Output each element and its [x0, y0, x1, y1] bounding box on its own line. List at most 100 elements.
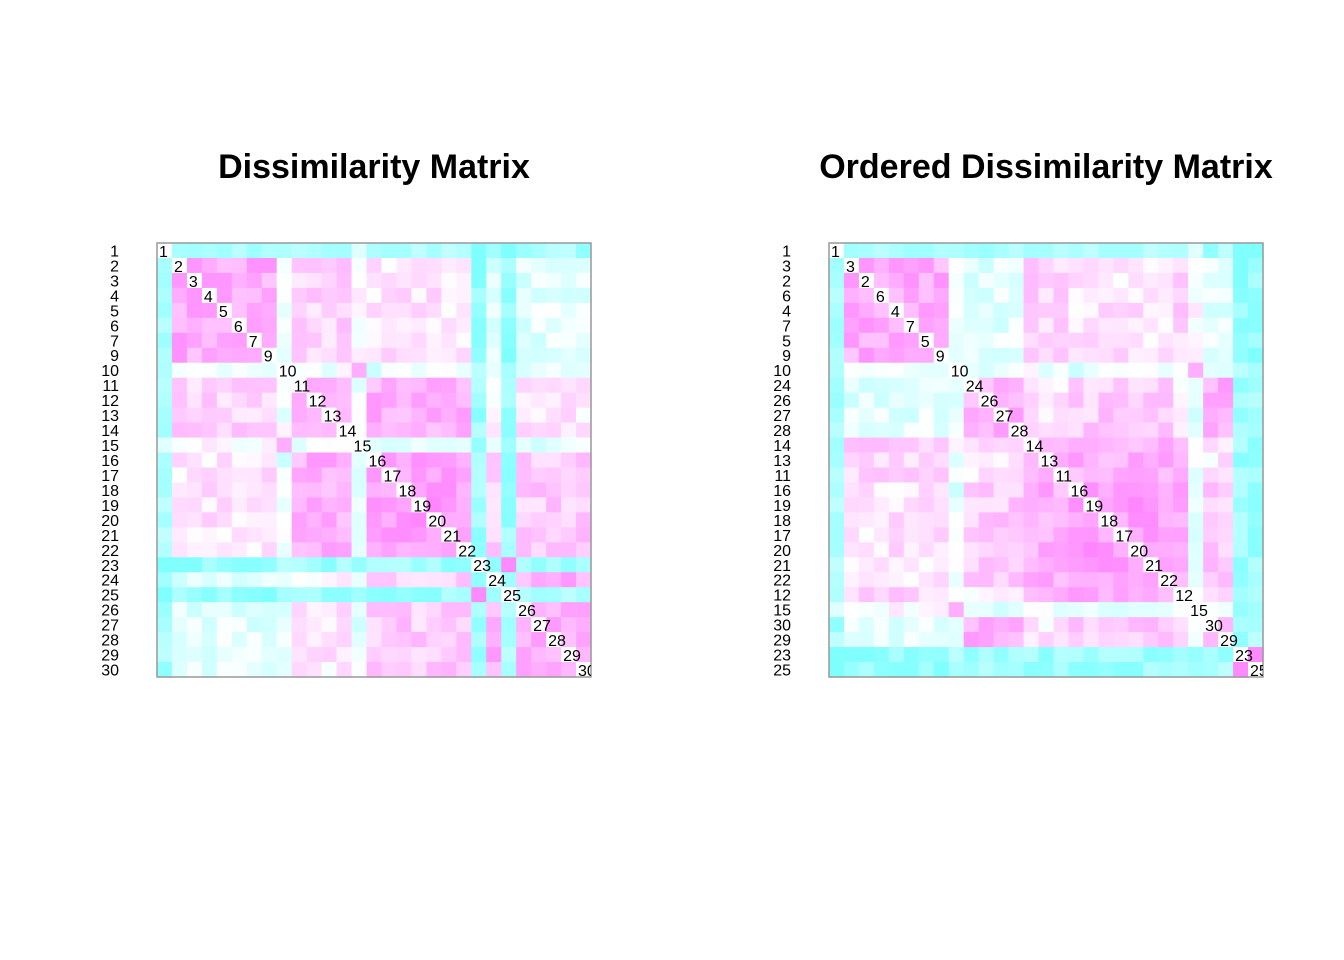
- heatmap-cell: [1128, 602, 1144, 618]
- heatmap-cell: [1068, 527, 1085, 543]
- heatmap-cell: [426, 437, 442, 454]
- heatmap-cell: [561, 257, 577, 274]
- row-label: 24: [101, 573, 119, 590]
- heatmap-cell: [1173, 347, 1189, 364]
- heatmap-cell: [1128, 302, 1144, 319]
- heatmap-cell: [486, 542, 502, 558]
- row-label: 7: [782, 318, 791, 335]
- heatmap-cell: [858, 497, 875, 513]
- heatmap-cell: [903, 542, 920, 558]
- heatmap-cell: [231, 512, 248, 528]
- heatmap-cell: [366, 317, 383, 334]
- heatmap-cell: [201, 647, 218, 663]
- heatmap-cell: [858, 272, 875, 289]
- heatmap-cell: [1188, 557, 1204, 573]
- heatmap-cell: [291, 452, 308, 469]
- heatmap-cell: [411, 332, 427, 349]
- heatmap-cell: [829, 467, 845, 484]
- heatmap-cell: [1113, 512, 1129, 528]
- row-label: 12: [101, 393, 119, 410]
- heatmap-cell: [531, 617, 547, 633]
- heatmap-cell: [276, 467, 293, 484]
- heatmap-cell: [201, 392, 218, 409]
- heatmap-cell: [306, 272, 323, 289]
- heatmap-cell: [531, 362, 547, 379]
- heatmap-cell: [516, 272, 532, 289]
- heatmap-cell: [276, 587, 293, 603]
- heatmap-cell: [1113, 437, 1129, 454]
- heatmap-cell: [1083, 332, 1099, 349]
- heatmap-cell: [396, 392, 413, 409]
- heatmap-cell: [291, 392, 308, 409]
- heatmap-cell: [366, 497, 383, 513]
- heatmap-cell: [1128, 377, 1144, 394]
- heatmap-cell: [1038, 422, 1055, 439]
- heatmap-cell: [873, 557, 890, 573]
- heatmap-cell: [276, 512, 293, 528]
- heatmap-cell: [1173, 542, 1189, 558]
- heatmap-cell: [306, 392, 323, 409]
- heatmap-cell: [858, 647, 875, 663]
- heatmap-cell: [456, 587, 472, 603]
- heatmap-cell: [1083, 392, 1099, 409]
- heatmap-cell: [561, 482, 577, 499]
- heatmap-cell: [336, 632, 353, 648]
- heatmap-cell: [1128, 632, 1144, 648]
- heatmap-cell: [396, 632, 413, 648]
- heatmap-cell: [873, 407, 890, 424]
- heatmap-cell: [291, 587, 308, 603]
- heatmap-cell: [381, 362, 398, 379]
- heatmap-cell: [411, 452, 427, 469]
- heatmap-cell: [546, 467, 562, 484]
- heatmap-cell: [1008, 332, 1025, 349]
- heatmap-cell: [948, 362, 965, 379]
- heatmap-cell: [1113, 542, 1129, 558]
- heatmap-cell: [576, 377, 592, 394]
- heatmap-cell: [561, 317, 577, 334]
- heatmap-cell: [1173, 243, 1189, 259]
- heatmap-cell: [396, 602, 413, 618]
- heatmap-cell: [1038, 257, 1055, 274]
- heatmap-cell: [1218, 347, 1234, 364]
- heatmap-cell: [276, 347, 293, 364]
- heatmap-cell: [903, 422, 920, 439]
- heatmap-cell: [411, 422, 427, 439]
- heatmap-cell: [1113, 332, 1129, 349]
- heatmap-cell: [441, 347, 457, 364]
- heatmap-cell: [186, 542, 203, 558]
- heatmap-cell: [1038, 497, 1055, 513]
- heatmap-cell: [261, 287, 278, 304]
- heatmap-cell: [216, 362, 233, 379]
- heatmap-cell: [1158, 467, 1174, 484]
- heatmap-cell: [546, 302, 562, 319]
- heatmap-cell: [918, 587, 935, 603]
- heatmap-cell: [1128, 512, 1144, 528]
- heatmap-cell: [426, 407, 442, 424]
- heatmap-cell: [426, 243, 442, 259]
- heatmap-cell: [426, 347, 442, 364]
- heatmap-cell: [351, 317, 368, 334]
- heatmap-cell: [261, 302, 278, 319]
- heatmap-cell: [1023, 302, 1040, 319]
- heatmap-cell: [1068, 407, 1085, 424]
- heatmap-cell: [829, 377, 845, 394]
- heatmap-cell: [829, 272, 845, 289]
- heatmap-cell: [531, 587, 547, 603]
- heatmap-cell: [1128, 482, 1144, 499]
- row-label: 13: [773, 453, 791, 470]
- heatmap-cell: [471, 497, 487, 513]
- heatmap-cell: [1218, 257, 1234, 274]
- heatmap-cell: [231, 602, 248, 618]
- heatmap-cell: [1218, 422, 1234, 439]
- heatmap-cell: [216, 452, 233, 469]
- heatmap-cell: [216, 662, 233, 678]
- diagonal-label: 24: [488, 573, 506, 590]
- heatmap-cell: [561, 527, 577, 543]
- heatmap-cell: [201, 287, 218, 304]
- row-label: 30: [773, 618, 791, 635]
- heatmap-cell: [1248, 287, 1264, 304]
- heatmap-cell: [561, 587, 577, 603]
- row-label: 6: [110, 318, 119, 335]
- heatmap-cell: [516, 302, 532, 319]
- heatmap-cell: [186, 257, 203, 274]
